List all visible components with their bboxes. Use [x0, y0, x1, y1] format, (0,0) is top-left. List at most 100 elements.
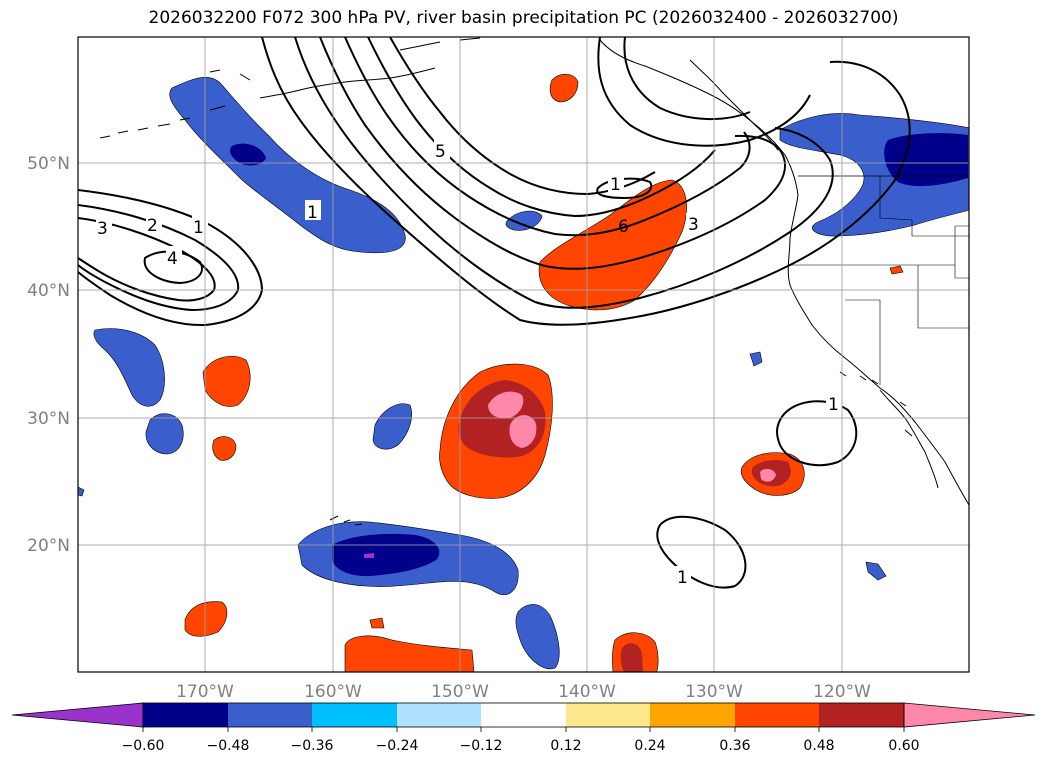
south-orange-band — [344, 635, 475, 672]
contour-label-11: 1 — [307, 203, 318, 223]
south-orange-west — [184, 601, 228, 637]
contour-label-bg — [434, 139, 450, 159]
colorbar-bin-8 — [735, 703, 819, 727]
pv-contour-west-1 — [78, 189, 264, 327]
pv-trough-6 — [389, 37, 656, 196]
subtropical-blue-small — [145, 413, 184, 455]
south-orange-tiny — [369, 617, 385, 629]
pv-ridge-inner-2 — [623, 37, 751, 120]
baja-california — [879, 389, 939, 489]
colorbar-label: 0.60 — [888, 738, 919, 754]
pv-trough-3 — [319, 37, 786, 270]
contour-label-3: 3 — [97, 219, 108, 239]
small-coastal-islands — [839, 371, 913, 437]
small-orange-north — [549, 73, 579, 103]
contour-label-bg — [146, 213, 162, 233]
central-pacific-pink-2 — [509, 415, 537, 448]
lat-label-30n: 30°N — [27, 409, 70, 429]
contour-label-2: 2 — [147, 216, 158, 236]
pv-trough-2 — [294, 37, 834, 309]
lat-label-20n: 20°N — [27, 536, 70, 556]
gridlines — [78, 37, 969, 672]
south-red-east — [620, 643, 643, 672]
alaska-coast — [259, 67, 436, 99]
central-blue-patch — [372, 403, 412, 450]
colorbar-bin-5 — [481, 703, 566, 727]
northeast-pacific-orange — [538, 179, 687, 311]
contour-label-10: 1 — [677, 568, 688, 588]
contour-label-9: 1 — [828, 395, 839, 415]
us-state-borders — [790, 176, 969, 385]
map-frame — [77, 36, 970, 673]
hawaii-purple-dot — [364, 553, 374, 558]
east-pink-dot — [760, 468, 776, 482]
colorbar-label: 0.12 — [550, 738, 581, 754]
contour-label-1: 1 — [193, 218, 204, 238]
pv-contour-west-3 — [78, 217, 216, 302]
canada-island-coast — [689, 59, 779, 151]
south-blue-patch — [515, 604, 560, 670]
contour-label-bg — [305, 200, 321, 220]
contour-label-4: 4 — [167, 249, 178, 269]
lon-label-150w: 150°W — [431, 682, 489, 702]
colorbar: −0.60 −0.48 −0.36 −0.24 −0.12 0.12 0.24 … — [11, 702, 1036, 754]
colorbar-bin-6 — [566, 703, 650, 727]
pv-contour-subtropical-2 — [656, 515, 747, 589]
pv-contour-west-2 — [78, 204, 240, 312]
lon-label-130w: 130°W — [685, 682, 743, 702]
pv-trough-5 — [367, 37, 716, 218]
northwest-dark-core — [884, 133, 968, 187]
map-layers: 1 2 3 4 5 6 1 3 1 1 1 — [78, 37, 969, 672]
colorbar-label: 0.36 — [719, 738, 750, 754]
pv-ridge-inner-1 — [597, 37, 811, 147]
colorbar-label: 0.48 — [803, 738, 834, 754]
contour-label-8: 3 — [688, 215, 699, 235]
colorbar-label: −0.48 — [207, 738, 250, 754]
tiny-blue-west — [78, 486, 85, 497]
negative-anomaly-regions — [78, 76, 969, 670]
lon-label-170w: 170°W — [176, 682, 234, 702]
colorbar-bin-3 — [312, 703, 397, 727]
colorbar-bin-9 — [819, 703, 904, 727]
contour-label-7: 1 — [610, 175, 621, 195]
contour-label-5: 5 — [435, 142, 446, 162]
lon-label-120w: 120°W — [813, 682, 871, 702]
colorbar-bin-1 — [143, 703, 228, 727]
contour-label-bg — [166, 246, 182, 266]
colorbar-left-extension — [11, 702, 144, 728]
contour-label-bg — [686, 213, 702, 233]
central-pacific-pink-1 — [488, 391, 524, 419]
contour-label-bg — [675, 566, 691, 586]
positive-anomaly-regions — [184, 73, 904, 672]
subtropical-blue-west — [93, 328, 165, 407]
contour-label-bg — [826, 393, 842, 413]
hawaii-islands — [329, 515, 363, 526]
colorbar-frame — [142, 702, 905, 728]
colorbar-bin-4 — [397, 703, 481, 727]
pv-contour-subtropical-1 — [776, 400, 858, 467]
colorbar-label: 0.24 — [634, 738, 665, 754]
colorbar-label: −0.12 — [460, 738, 503, 754]
contour-label-bg — [608, 173, 624, 193]
tiny-blue-mid — [749, 351, 763, 367]
colorbar-bin-7 — [650, 703, 735, 727]
lon-label-160w: 160°W — [304, 682, 362, 702]
contour-label-6: 6 — [618, 217, 629, 237]
longitude-labels: 170°W 160°W 150°W 140°W 130°W 120°W — [176, 682, 871, 702]
west-orange-small — [212, 436, 237, 461]
pv-trough-4 — [344, 37, 751, 237]
lon-label-140w: 140°W — [558, 682, 616, 702]
colorbar-label: −0.60 — [122, 738, 165, 754]
contour-label-bg — [96, 216, 112, 236]
aleutian-chain — [99, 105, 226, 139]
colorbar-label: −0.36 — [291, 738, 334, 754]
map-title: 2026032200 F072 300 hPa PV, river basin … — [148, 8, 899, 28]
colorbar-ticks — [142, 727, 905, 732]
colorbar-label: −0.24 — [376, 738, 419, 754]
latitude-labels: 50°N 40°N 30°N 20°N — [27, 154, 70, 556]
colorbar-bin-2 — [228, 703, 312, 727]
lat-label-40n: 40°N — [27, 281, 70, 301]
hawaii-dark-core — [332, 533, 440, 577]
alaska-islands — [209, 37, 481, 81]
